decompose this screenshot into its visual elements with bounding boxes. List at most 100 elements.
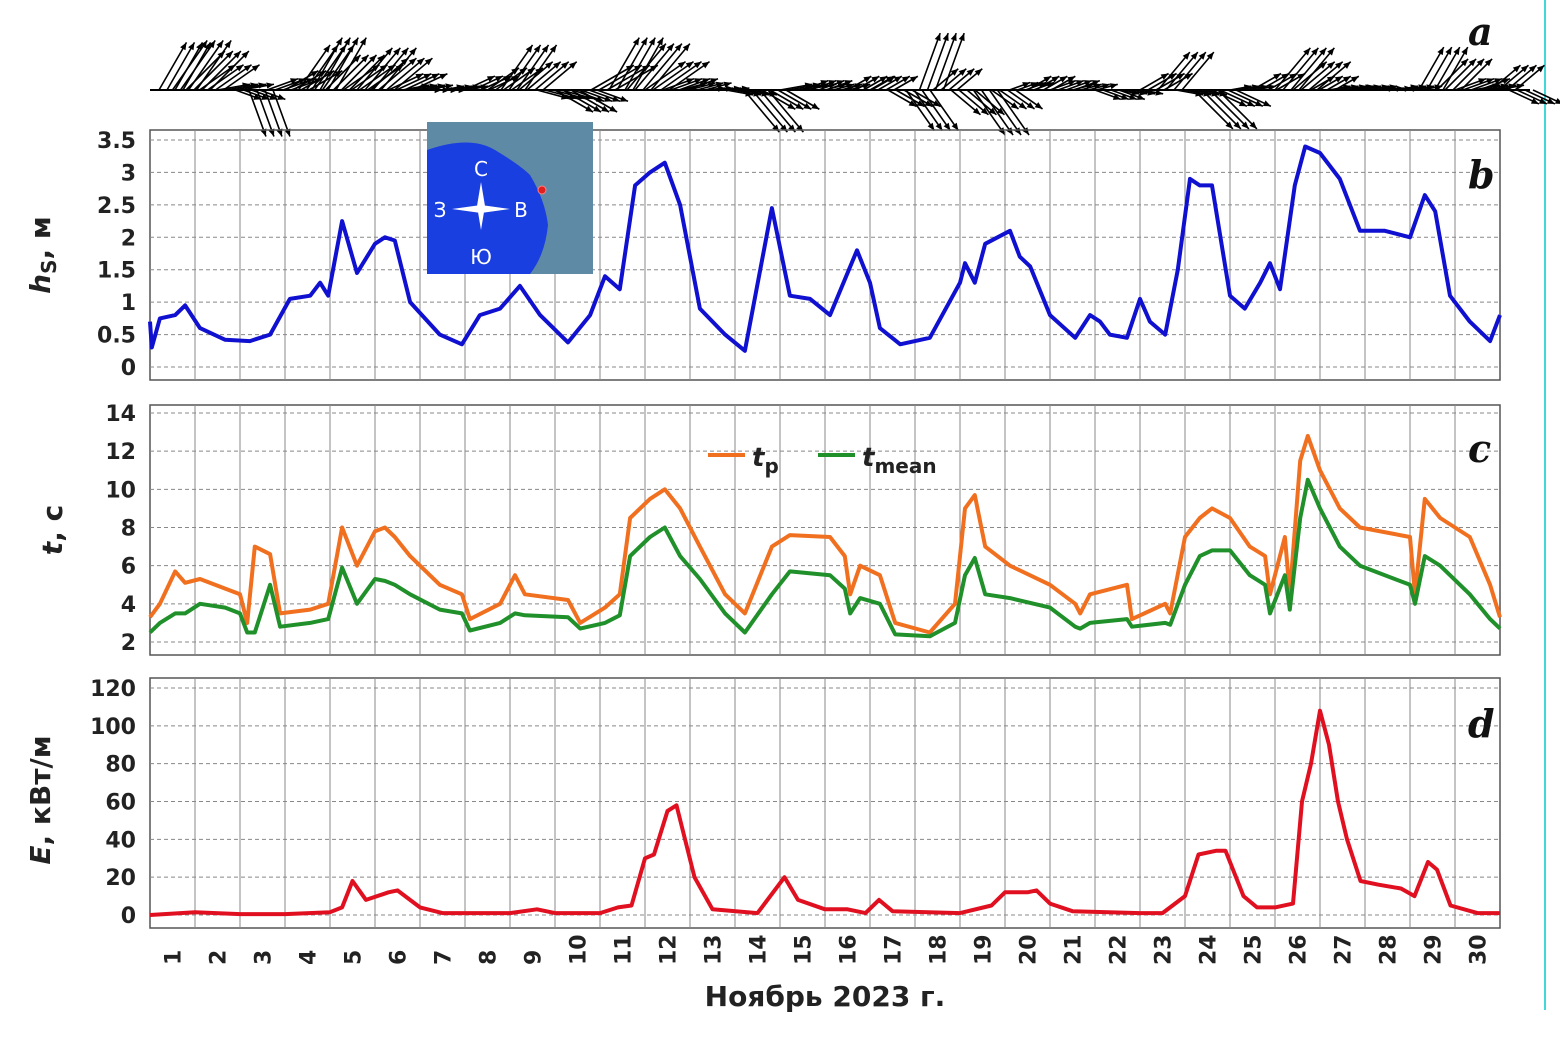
wind-arrow-head <box>527 67 536 75</box>
wind-arrow-head <box>871 76 880 83</box>
wind-arrow <box>929 89 960 132</box>
wind-arrow-head <box>942 33 949 42</box>
wind-arrow <box>1165 51 1199 91</box>
wind-arrow <box>179 39 216 91</box>
wind-arrow-head <box>1112 93 1121 100</box>
wind-arrow-head <box>1437 47 1444 56</box>
wind-arrow-head <box>1334 76 1343 83</box>
wind-arrow-head <box>224 40 232 49</box>
y-tick-label: 40 <box>105 828 136 853</box>
wind-arrow-head <box>998 127 1006 136</box>
wind-arrow <box>385 57 425 91</box>
legend-label-tmean: tmean <box>862 443 937 478</box>
wind-arrow-head <box>966 68 975 76</box>
wind-arrow-head <box>694 78 703 85</box>
series-line-hs <box>148 144 1502 353</box>
wind-arrow-head <box>1155 89 1164 96</box>
wind-arrow-head <box>958 68 967 76</box>
wind-arrow <box>1193 89 1234 130</box>
wind-arrow <box>608 37 640 91</box>
wind-arrow-head <box>549 44 557 53</box>
wind-arrow <box>1157 51 1191 91</box>
legend-label-tp: tp <box>752 443 779 478</box>
wind-arrow <box>377 57 417 91</box>
y-label-hs-main: h <box>24 274 57 294</box>
wind-arrow-head <box>596 95 605 102</box>
wind-arrow-head <box>879 76 888 83</box>
wind-arrow <box>1181 51 1215 91</box>
panel-d: 0 20 40 60 80 100 120 <box>90 677 1501 929</box>
wind-arrow-head <box>377 54 385 63</box>
wind-arrows-panel-a <box>150 32 1560 137</box>
wind-arrow <box>340 54 378 91</box>
wind-arrow <box>319 37 351 91</box>
wind-arrow-head <box>1254 100 1263 107</box>
y-tick-label: 0 <box>121 356 136 381</box>
y-tick-label: 2.5 <box>97 194 136 219</box>
wind-arrow-head <box>844 80 853 87</box>
compass-west: З <box>434 198 447 222</box>
wind-arrow <box>264 89 283 137</box>
wind-arrow-head <box>1109 83 1118 90</box>
wind-arrow-head <box>290 78 299 85</box>
wind-arrow-head <box>1128 93 1137 100</box>
wind-arrow <box>980 89 1014 136</box>
wind-arrow-head <box>1536 65 1545 73</box>
x-tick-label: 26 <box>1287 934 1312 965</box>
wind-arrow-head <box>1327 61 1335 69</box>
wind-arrow-head <box>820 80 829 87</box>
y-tick-label: 1 <box>121 291 136 316</box>
wind-arrow <box>524 44 558 91</box>
wind-arrow-head <box>266 82 274 89</box>
wind-arrow-head <box>1022 127 1030 136</box>
y-tick-label: 3 <box>121 161 136 186</box>
wind-arrow-head <box>988 107 997 115</box>
wind-arrow-head <box>424 58 433 66</box>
wind-arrow <box>297 44 331 91</box>
y-label-t-unit: , с <box>36 505 69 542</box>
wind-arrow-head <box>1554 98 1560 104</box>
legend-tp-main: t <box>752 443 766 473</box>
wind-arrow-head <box>180 42 187 51</box>
x-tick-label: 29 <box>1422 934 1447 965</box>
wind-arrow-head <box>701 61 710 69</box>
wind-arrow-head <box>828 80 837 87</box>
y-tick-label: 10 <box>105 478 136 503</box>
wind-arrow-head <box>511 67 520 75</box>
y-tick-label: 8 <box>121 517 136 542</box>
wind-arrow-head <box>1059 76 1068 83</box>
wind-arrow <box>248 89 267 137</box>
x-tick-label: 25 <box>1242 934 1267 965</box>
wind-arrow-head <box>935 122 943 131</box>
wind-arrow-head <box>632 37 640 46</box>
wind-arrow-head <box>934 33 941 42</box>
wind-arrow-head <box>216 40 224 49</box>
wind-arrow-head <box>343 37 351 46</box>
wind-arrow-head <box>656 37 664 46</box>
wind-arrow-head <box>803 102 812 110</box>
wind-arrow-head <box>1075 80 1084 87</box>
wind-arrow-head <box>1343 61 1351 69</box>
wind-arrow-head <box>439 73 448 80</box>
wind-arrow <box>660 60 703 91</box>
wind-arrow-head <box>416 58 425 66</box>
wind-arrow-head <box>1018 102 1027 109</box>
x-tick-label: 16 <box>837 934 862 965</box>
wind-arrow-head <box>409 47 417 56</box>
wind-arrow-head <box>609 105 618 112</box>
wind-arrow <box>905 89 936 132</box>
wind-arrow <box>311 37 343 91</box>
wind-arrow-head <box>908 100 917 107</box>
wind-arrow <box>590 64 635 91</box>
wind-arrow-head <box>335 37 343 46</box>
wind-arrow-head <box>408 58 417 66</box>
legend-tmean-main: t <box>862 443 876 473</box>
wind-arrow-head <box>1520 65 1529 73</box>
x-tick-label: 9 <box>522 950 547 965</box>
wind-arrow <box>327 37 359 91</box>
inset-map: С Ю З В <box>427 122 593 274</box>
compass-east: В <box>514 198 528 222</box>
wind-arrow-head <box>593 105 602 112</box>
wind-arrow-head <box>353 54 361 63</box>
wind-arrow-head <box>1538 98 1547 104</box>
